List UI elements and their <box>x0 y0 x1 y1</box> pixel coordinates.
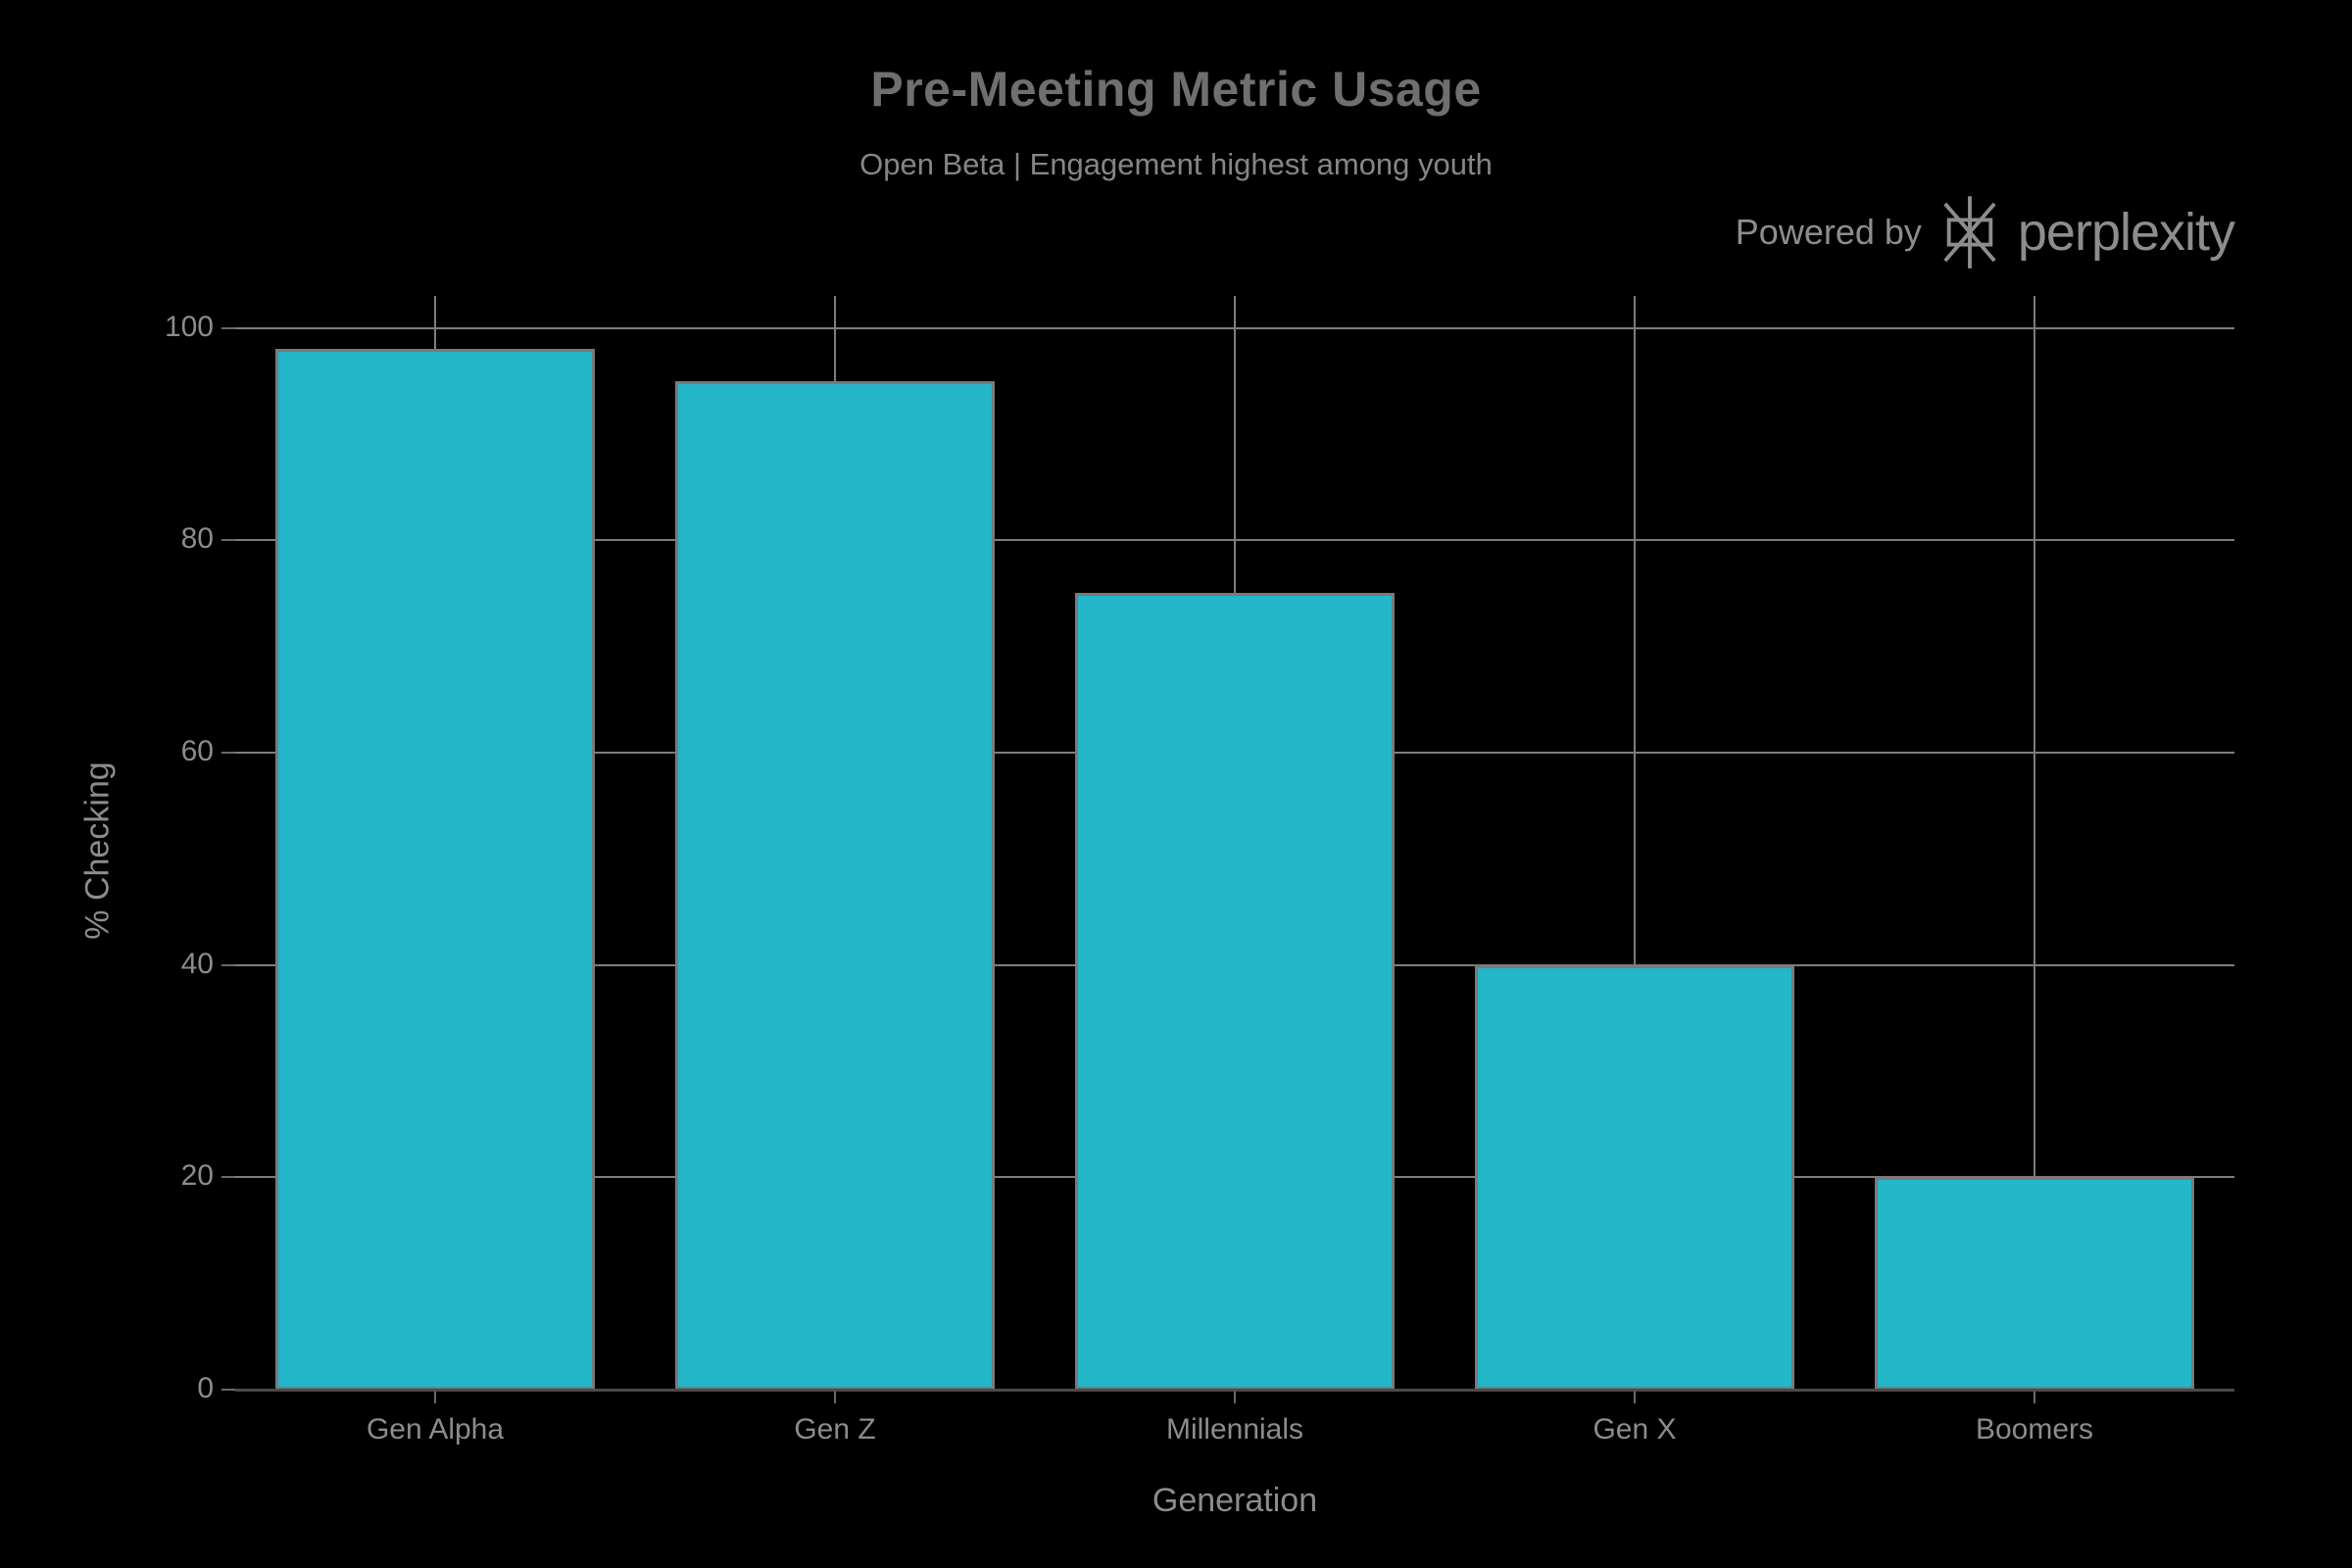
y-tick-mark <box>221 539 235 542</box>
x-tick-label: Millennials <box>1165 1413 1304 1446</box>
bar-boomers <box>1874 1177 2195 1390</box>
branding: Powered by perplexity <box>1735 194 2235 270</box>
x-tick-mark <box>2034 1392 2035 1403</box>
x-axis-line <box>235 1389 2234 1392</box>
x-tick-label: Gen Z <box>794 1413 876 1446</box>
bar-gen-x <box>1474 964 1795 1390</box>
perplexity-logo-icon <box>1939 194 2000 270</box>
bar-gen-alpha <box>274 349 596 1390</box>
y-tick-mark <box>221 751 235 754</box>
x-tick-mark <box>434 1392 436 1403</box>
chart-title: Pre-Meeting Metric Usage <box>870 62 1482 117</box>
x-tick-label: Gen Alpha <box>366 1413 505 1446</box>
x-tick-label: Gen X <box>1592 1413 1677 1446</box>
powered-by-label: Powered by <box>1735 212 1922 252</box>
bar-gen-z <box>674 380 996 1390</box>
bar-millennials <box>1074 593 1396 1390</box>
x-gridline <box>2034 296 2035 1390</box>
y-tick-label: 0 <box>197 1372 214 1404</box>
y-tick-mark <box>221 1389 235 1391</box>
y-tick-label: 40 <box>180 947 214 980</box>
x-tick-mark <box>834 1392 836 1403</box>
y-axis-title: % Checking <box>78 761 117 940</box>
y-tick-label: 60 <box>180 734 214 767</box>
brand-wordmark: perplexity <box>2017 203 2235 262</box>
x-gridline <box>1634 296 1636 1390</box>
y-tick-mark <box>221 326 235 329</box>
y-tick-label: 20 <box>180 1159 214 1193</box>
x-axis-title: Generation <box>1152 1482 1318 1519</box>
y-tick-label: 80 <box>180 522 214 556</box>
chart-subtitle: Open Beta | Engagement highest among you… <box>859 147 1493 181</box>
x-tick-label: Boomers <box>1975 1413 2094 1446</box>
y-tick-label: 100 <box>164 310 214 343</box>
y-tick-mark <box>221 963 235 966</box>
x-tick-mark <box>1234 1392 1236 1403</box>
y-tick-mark <box>221 1176 235 1179</box>
x-tick-mark <box>1634 1392 1636 1403</box>
